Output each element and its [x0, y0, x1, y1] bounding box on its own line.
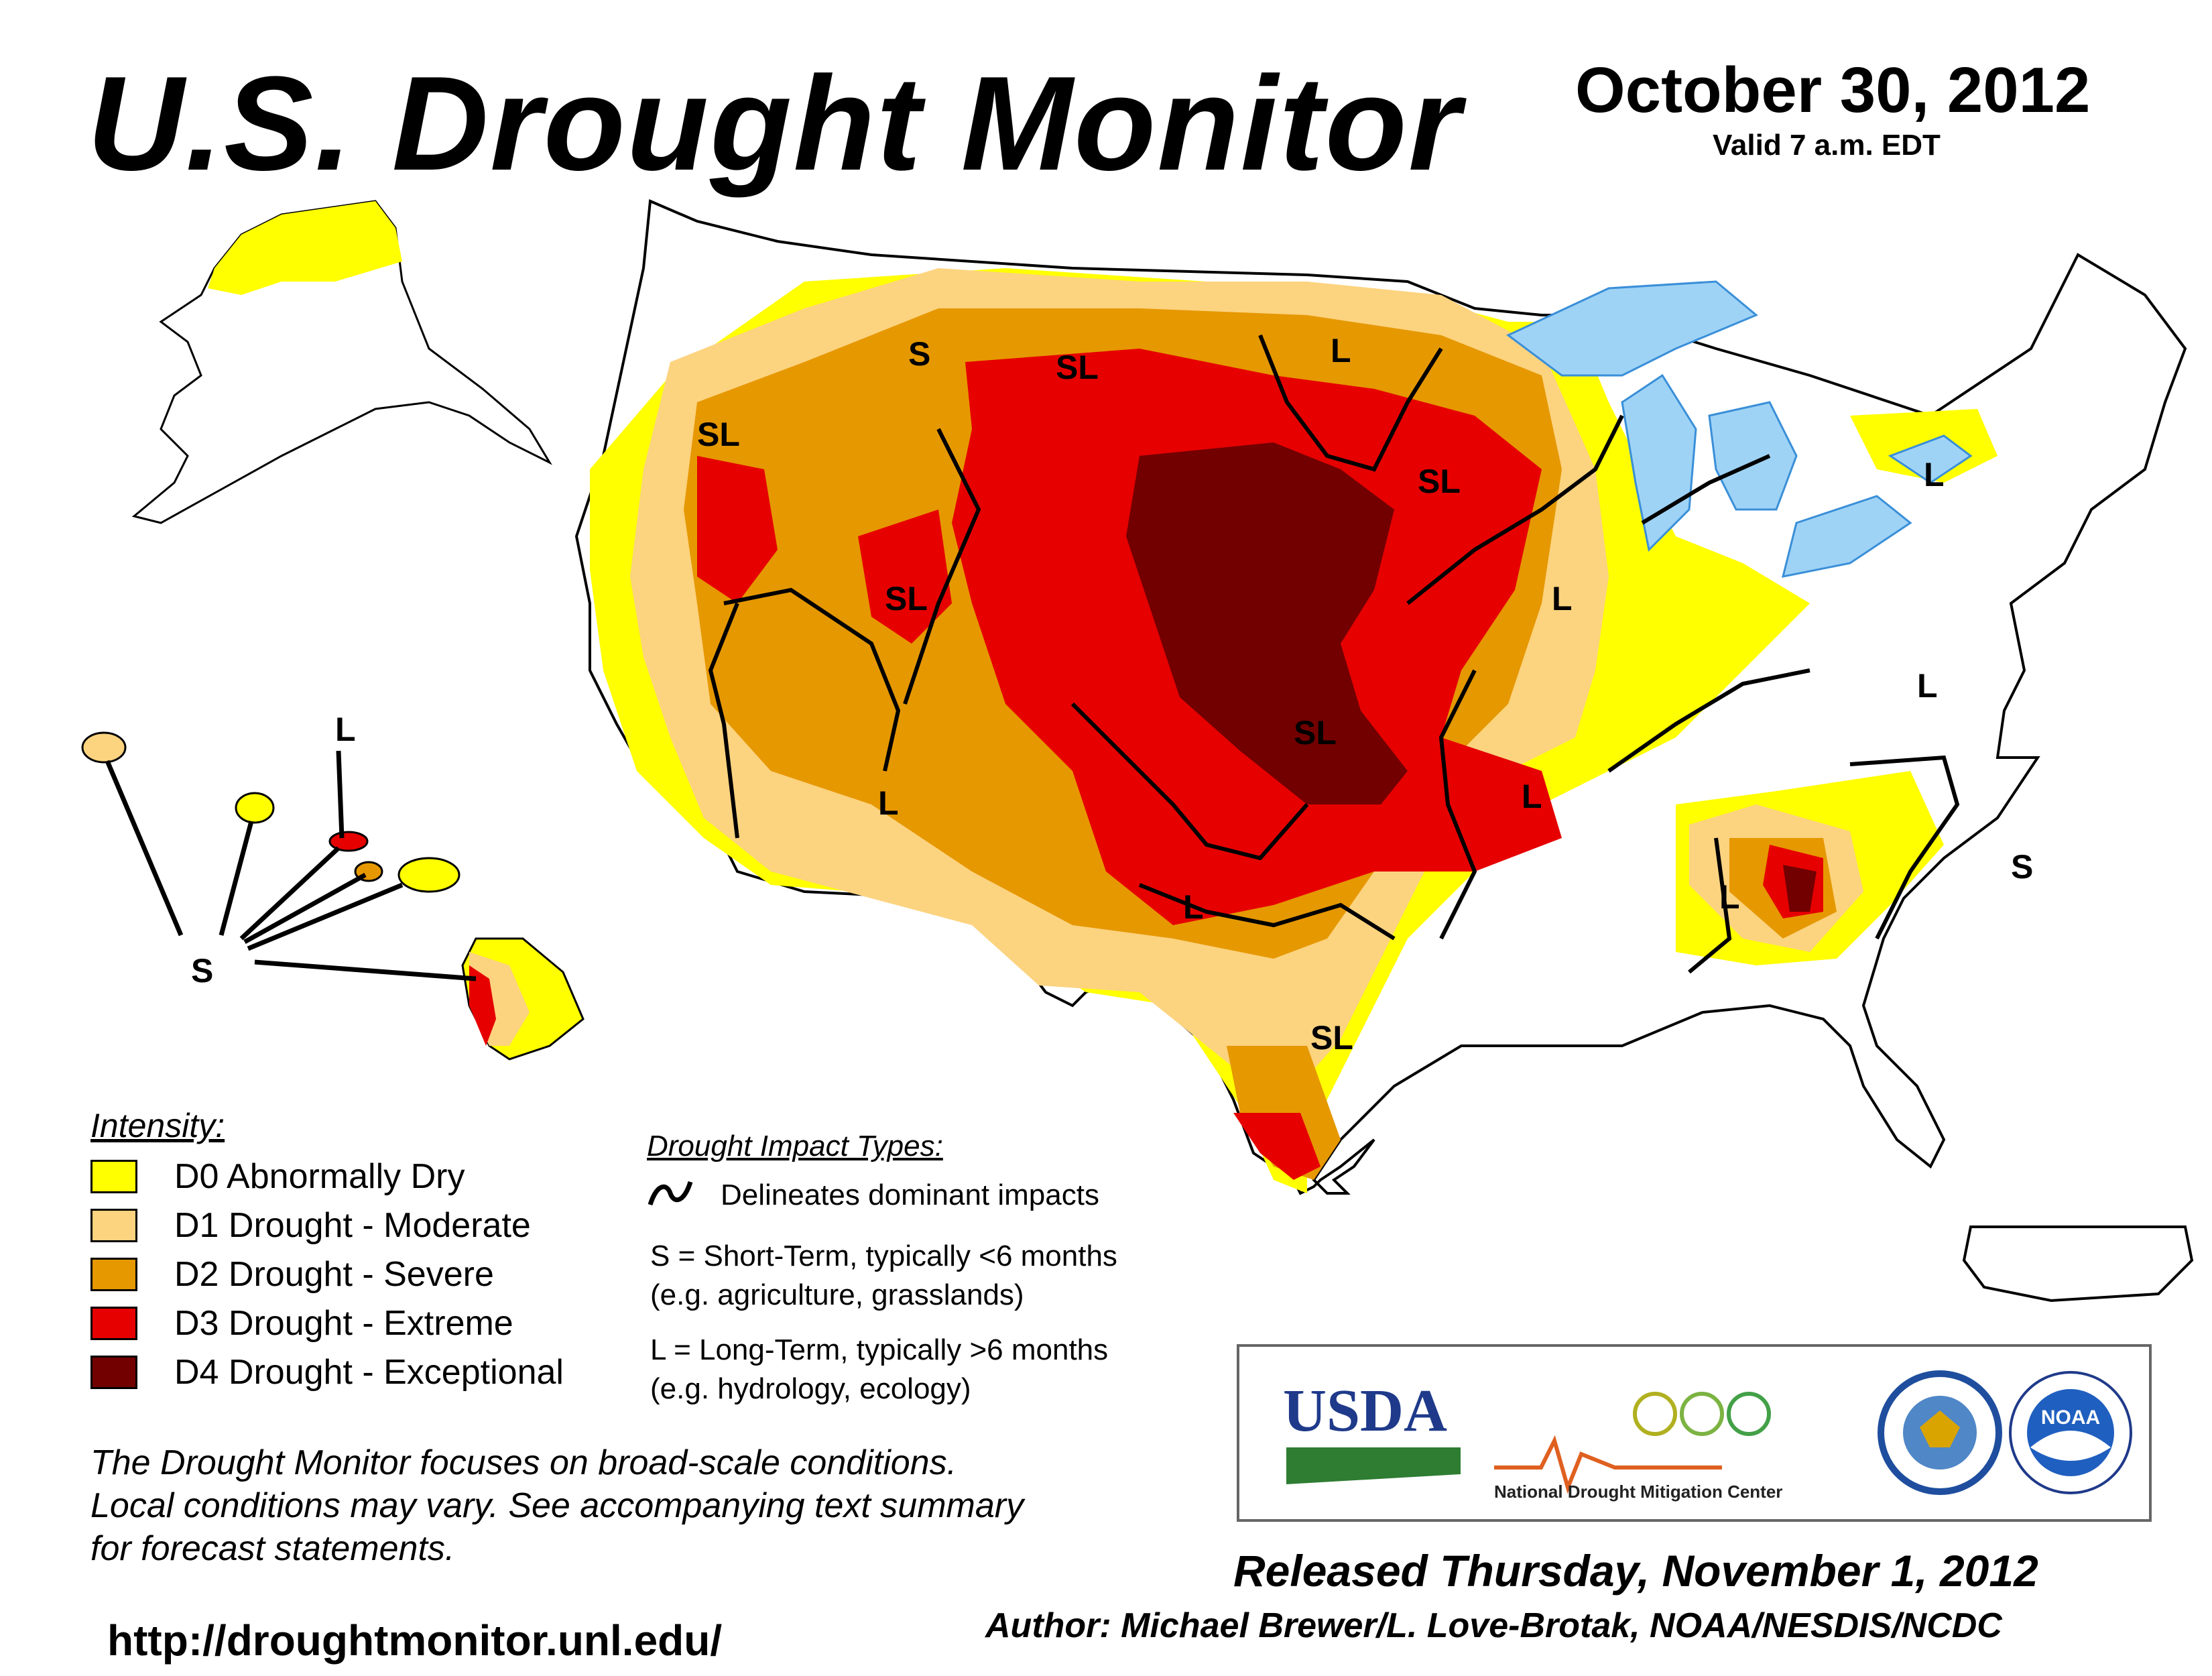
usda-logo-text: USDA [1283, 1378, 1447, 1444]
impact-label: L [878, 784, 899, 822]
impact-label: L [1331, 332, 1351, 369]
impact-label: S [2011, 848, 2033, 886]
impact-label: SL [885, 580, 928, 617]
short-term-example: (e.g. agriculture, grasslands) [650, 1278, 1024, 1311]
puerto-rico [1962, 1225, 2194, 1303]
legend-label: D2 Drought - Severe [174, 1255, 494, 1294]
legend-item-d0: D0 Abnormally Dry [90, 1156, 465, 1197]
noaa-logo-text: NOAA [2041, 1406, 2100, 1429]
long-term-example: (e.g. hydrology, ecology) [650, 1372, 971, 1405]
disclaimer-note: The Drought Monitor focuses on broad-sca… [90, 1441, 1230, 1570]
note-line: Local conditions may vary. See accompany… [90, 1486, 1024, 1525]
release-date: Released Thursday, November 1, 2012 [1233, 1546, 2038, 1596]
legend-label: D4 Drought - Exceptional [174, 1353, 564, 1392]
impact-label: S [908, 335, 930, 373]
commerce-seal-icon [1878, 1370, 2002, 1495]
map-date: October 30, 2012 [1575, 54, 2091, 126]
legend-swatch [90, 1356, 137, 1389]
note-line: for forecast statements. [90, 1529, 455, 1568]
noaa-logo-icon: NOAA [2009, 1371, 2132, 1494]
legend-swatch [90, 1209, 137, 1242]
hawaii-label-l: L [335, 711, 356, 748]
usda-logo: USDA [1283, 1378, 1461, 1484]
impact-label: L [1719, 878, 1740, 916]
short-term-label: S = Short-Term, typically <6 months [650, 1240, 1117, 1272]
legend-swatch [90, 1258, 137, 1291]
impact-types-title: Drought Impact Types: [647, 1130, 943, 1162]
impact-label: SL [697, 416, 740, 453]
conus: SL S SL L SL SL L L SL SL L L L L L S [574, 199, 2187, 1195]
legend-item-d1: D1 Drought - Moderate [90, 1205, 531, 1246]
website-url[interactable]: http://droughtmonitor.unl.edu/ [107, 1616, 723, 1665]
ndmc-logo: National Drought Mitigation Center [1494, 1392, 1782, 1502]
impact-label: L [1924, 456, 1945, 493]
legend-item-d3: D3 Drought - Extreme [90, 1303, 513, 1343]
impact-label: L [1522, 778, 1542, 815]
author-credit: Author: Michael Brewer/L. Love-Brotak, N… [985, 1606, 2002, 1645]
note-line: The Drought Monitor focuses on broad-sca… [90, 1443, 957, 1482]
impact-line-label: Delineates dominant impacts [721, 1179, 1099, 1211]
legend-label: D0 Abnormally Dry [174, 1157, 465, 1196]
map-title: U.S. Drought Monitor [87, 49, 1462, 198]
ndmc-logo-text: National Drought Mitigation Center [1494, 1482, 1782, 1502]
legend-item-d2: D2 Drought - Severe [90, 1254, 494, 1295]
legend-swatch [90, 1160, 137, 1193]
legend-swatch [90, 1307, 137, 1340]
impact-label: L [1183, 888, 1204, 926]
long-term-label: L = Long-Term, typically >6 months [650, 1333, 1109, 1366]
impact-line-icon [648, 1181, 693, 1206]
legend-item-d4: D4 Drought - Exceptional [90, 1352, 564, 1392]
hawaii-label-s: S [191, 952, 213, 990]
intensity-title: Intensity: [90, 1107, 225, 1144]
valid-time: Valid 7 a.m. EDT [1713, 129, 1941, 162]
agency-logos: USDA National Drought Mitigation Center … [1237, 1344, 2152, 1522]
legend-label: D1 Drought - Moderate [174, 1206, 531, 1245]
impact-label: SL [1310, 1019, 1353, 1057]
alaska [131, 200, 552, 524]
impact-label: L [1917, 667, 1938, 705]
great-lakes [1506, 280, 1973, 578]
impact-label: L [1552, 580, 1573, 617]
impact-label: SL [1056, 349, 1099, 386]
impact-label: SL [1418, 463, 1461, 500]
impact-label: SL [1294, 714, 1337, 752]
legend-label: D3 Drought - Extreme [174, 1304, 513, 1343]
hawaii: L S [81, 711, 585, 1061]
